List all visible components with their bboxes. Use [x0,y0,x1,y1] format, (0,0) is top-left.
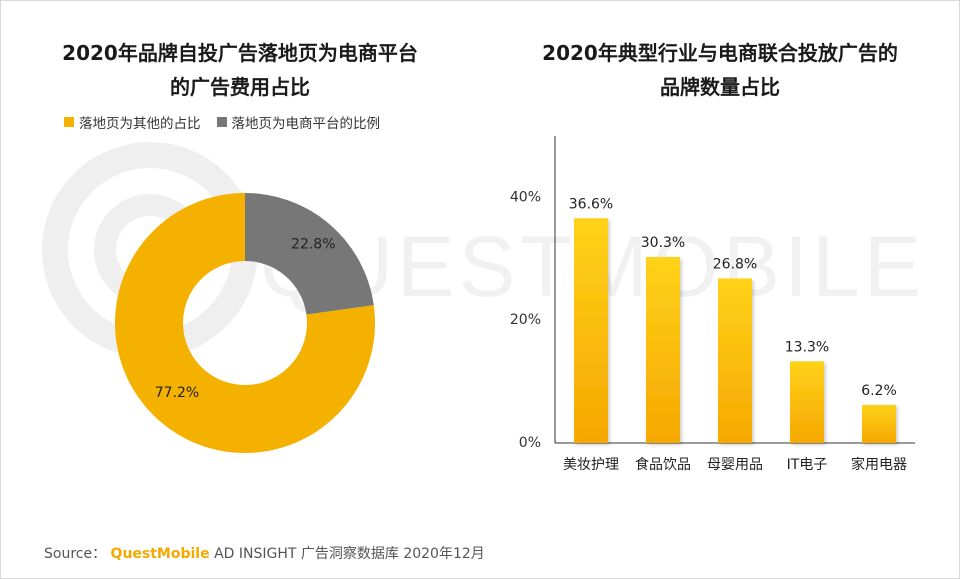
x-tick-label-2: 母婴用品 [707,457,763,473]
left-chart-title: 2020年品牌自投广告落地页为电商平台 的广告费用占比 [20,36,460,104]
source-prefix: Source： [44,546,107,562]
bar-value-label-2: 26.8% [713,256,757,272]
right-title-line2: 品牌数量占比 [660,75,780,99]
donut-slice-0 [114,193,376,454]
source-note: Source： QuestMobile AD INSIGHT 广告洞察数据库 2… [44,543,485,563]
bar-value-label-4: 6.2% [861,383,897,399]
y-tick-label-0: 0% [519,435,541,451]
left-title-line2: 的广告费用占比 [170,75,310,99]
x-tick-label-0: 美妆护理 [563,457,619,473]
left-title-line1: 2020年品牌自投广告落地页为电商平台 [62,41,418,65]
donut-label-1: 22.8% [291,237,335,253]
y-tick-label-2: 40% [510,189,541,205]
bar-value-label-1: 30.3% [641,235,685,251]
legend-label-other: 落地页为其他的占比 [79,116,201,132]
source-brand: QuestMobile [110,546,210,562]
bar-2 [718,278,752,443]
donut-chart: 77.2% 22.8% [114,193,376,454]
legend-item-ecommerce: 落地页为电商平台的比例 [216,112,381,132]
bar-value-label-3: 13.3% [785,339,829,355]
x-tick-label-3: IT电子 [787,457,828,473]
bar-chart: 0% 20% 40% 36.6% 美妆护理 30.3% 食品饮品 26.8% 母婴用品 13.3%… [510,136,915,473]
legend-swatch-other [64,117,74,127]
bar-1 [646,256,680,443]
donut-slice-1 [245,193,374,315]
donut-label-0: 77.2% [155,385,199,401]
right-title-line1: 2020年典型行业与电商联合投放广告的 [542,41,898,65]
y-tick-label-1: 20% [510,312,541,328]
x-tick-label-1: 食品饮品 [635,456,691,473]
source-rest: AD INSIGHT 广告洞察数据库 2020年12月 [214,546,485,562]
bar-0 [574,218,608,443]
legend-item-other: 落地页为其他的占比 [64,112,201,132]
bar-value-label-0: 36.6% [569,196,613,212]
right-chart-title: 2020年典型行业与电商联合投放广告的 品牌数量占比 [500,36,940,104]
x-tick-label-4: 家用电器 [851,456,907,473]
legend: 落地页为其他的占比 落地页为电商平台的比例 [64,112,380,132]
legend-swatch-ecommerce [216,117,227,127]
bar-4 [862,404,896,443]
bar-3 [790,361,824,443]
legend-label-ecommerce: 落地页为电商平台的比例 [231,116,381,132]
